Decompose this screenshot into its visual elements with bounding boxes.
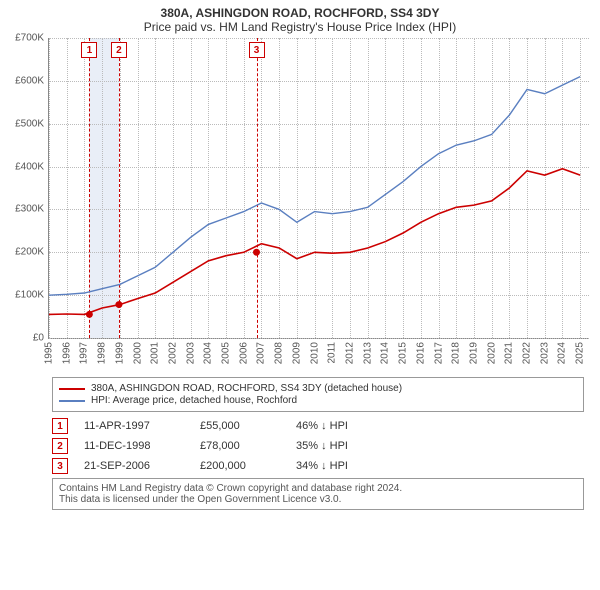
- x-tick-label: 2025: [575, 342, 586, 364]
- y-tick-label: £200K: [15, 247, 44, 258]
- y-tick-label: £500K: [15, 118, 44, 129]
- x-tick-label: 2006: [238, 342, 249, 364]
- y-tick-label: £300K: [15, 204, 44, 215]
- legend-swatch: [59, 400, 85, 402]
- x-tick-label: 1996: [61, 342, 72, 364]
- x-tick-label: 1999: [114, 342, 125, 364]
- x-tick-label: 2013: [362, 342, 373, 364]
- x-tick-label: 2012: [344, 342, 355, 364]
- series-price_paid: [49, 169, 580, 315]
- event-delta: 46% ↓ HPI: [296, 420, 348, 432]
- x-tick-label: 2002: [167, 342, 178, 364]
- x-tick-label: 1998: [97, 342, 108, 364]
- chart: 1995199619971998199920002001200220032004…: [48, 38, 586, 339]
- legend-swatch: [59, 388, 85, 390]
- event-delta: 34% ↓ HPI: [296, 460, 348, 472]
- x-tick-label: 2018: [451, 342, 462, 364]
- event-date: 21-SEP-2006: [84, 460, 184, 472]
- event-row: 2 11-DEC-1998 £78,000 35% ↓ HPI: [52, 438, 584, 454]
- page: 380A, ASHINGDON ROAD, ROCHFORD, SS4 3DY …: [0, 0, 600, 590]
- x-tick-label: 2009: [291, 342, 302, 364]
- line-layer: [49, 38, 589, 338]
- sale-dot: [253, 249, 260, 256]
- x-tick-label: 1995: [44, 342, 55, 364]
- y-tick-label: £0: [33, 333, 44, 344]
- event-marker: 2: [111, 42, 127, 58]
- legend-label: HPI: Average price, detached house, Roch…: [91, 395, 297, 406]
- x-tick-label: 2015: [398, 342, 409, 364]
- chart-subtitle: Price paid vs. HM Land Registry's House …: [8, 20, 592, 34]
- x-tick-label: 2017: [433, 342, 444, 364]
- x-tick-label: 2011: [327, 342, 338, 364]
- x-tick-label: 2003: [185, 342, 196, 364]
- event-table: 1 11-APR-1997 £55,000 46% ↓ HPI 2 11-DEC-1998…: [52, 418, 584, 474]
- x-tick-label: 2022: [522, 342, 533, 364]
- x-tick-label: 2019: [468, 342, 479, 364]
- event-price: £55,000: [200, 420, 280, 432]
- plot-area: 1995199619971998199920002001200220032004…: [48, 38, 589, 339]
- x-tick-label: 2008: [274, 342, 285, 364]
- event-row: 3 21-SEP-2006 £200,000 34% ↓ HPI: [52, 458, 584, 474]
- x-tick-label: 2000: [132, 342, 143, 364]
- chart-title: 380A, ASHINGDON ROAD, ROCHFORD, SS4 3DY: [8, 6, 592, 20]
- x-tick-label: 2024: [557, 342, 568, 364]
- event-date: 11-APR-1997: [84, 420, 184, 432]
- x-tick-label: 2020: [486, 342, 497, 364]
- sale-dot: [86, 311, 93, 318]
- legend-label: 380A, ASHINGDON ROAD, ROCHFORD, SS4 3DY …: [91, 383, 402, 394]
- event-number: 2: [52, 438, 68, 454]
- attribution-line: Contains HM Land Registry data © Crown c…: [59, 483, 577, 494]
- event-price: £78,000: [200, 440, 280, 452]
- event-marker: 3: [249, 42, 265, 58]
- event-number: 1: [52, 418, 68, 434]
- series-hpi: [49, 77, 580, 296]
- x-tick-label: 2014: [380, 342, 391, 364]
- event-number: 3: [52, 458, 68, 474]
- y-tick-label: £400K: [15, 161, 44, 172]
- legend-row: 380A, ASHINGDON ROAD, ROCHFORD, SS4 3DY …: [59, 383, 577, 394]
- attribution: Contains HM Land Registry data © Crown c…: [52, 478, 584, 510]
- x-tick-label: 2010: [309, 342, 320, 364]
- x-tick-label: 2004: [203, 342, 214, 364]
- y-tick-label: £100K: [15, 290, 44, 301]
- y-tick-label: £600K: [15, 75, 44, 86]
- x-tick-label: 2005: [221, 342, 232, 364]
- x-tick-label: 1997: [79, 342, 90, 364]
- x-tick-label: 2021: [504, 342, 515, 364]
- event-row: 1 11-APR-1997 £55,000 46% ↓ HPI: [52, 418, 584, 434]
- legend-row: HPI: Average price, detached house, Roch…: [59, 395, 577, 406]
- legend: 380A, ASHINGDON ROAD, ROCHFORD, SS4 3DY …: [52, 377, 584, 412]
- attribution-line: This data is licensed under the Open Gov…: [59, 494, 577, 505]
- x-tick-label: 2001: [150, 342, 161, 364]
- x-tick-label: 2007: [256, 342, 267, 364]
- event-delta: 35% ↓ HPI: [296, 440, 348, 452]
- y-tick-label: £700K: [15, 33, 44, 44]
- event-price: £200,000: [200, 460, 280, 472]
- event-date: 11-DEC-1998: [84, 440, 184, 452]
- event-marker: 1: [81, 42, 97, 58]
- x-tick-label: 2023: [539, 342, 550, 364]
- sale-dot: [115, 301, 122, 308]
- x-tick-label: 2016: [415, 342, 426, 364]
